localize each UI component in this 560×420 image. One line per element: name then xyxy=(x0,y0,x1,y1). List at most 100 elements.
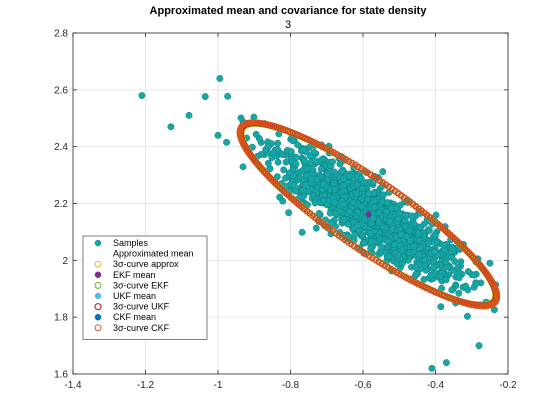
sample-point xyxy=(462,282,470,290)
x-tick-label: -0.2 xyxy=(499,380,517,391)
samples-layer xyxy=(138,75,500,372)
sample-point xyxy=(340,200,348,208)
x-tick-label: -0.8 xyxy=(282,380,300,391)
sample-point xyxy=(369,214,377,222)
sample-point xyxy=(430,248,438,256)
ellipse-ckf xyxy=(366,253,373,260)
sample-point xyxy=(455,274,463,282)
ellipse-ckf xyxy=(359,249,367,256)
sample-point xyxy=(329,158,336,166)
legend-label: EKF mean xyxy=(113,270,156,280)
sample-point xyxy=(486,259,494,267)
sample-point xyxy=(385,252,393,260)
sample-point xyxy=(338,167,345,175)
sample-point xyxy=(224,92,232,100)
sample-point xyxy=(289,137,297,145)
sample-point xyxy=(448,254,456,262)
sample-point xyxy=(378,243,385,251)
legend-marker xyxy=(94,239,102,247)
sample-point xyxy=(442,276,450,284)
legend-marker xyxy=(94,303,102,311)
ellipse-ckf xyxy=(378,260,385,268)
sample-point xyxy=(410,243,418,251)
sample-point xyxy=(274,139,282,147)
sample-point xyxy=(417,244,425,252)
legend-marker xyxy=(94,292,102,300)
sample-point xyxy=(365,190,373,198)
ellipse-ckf xyxy=(372,257,379,264)
sample-point xyxy=(371,203,379,211)
sample-point xyxy=(470,271,478,279)
sample-point xyxy=(440,246,448,253)
ellipse-ckf xyxy=(254,162,262,169)
ellipse-ckf xyxy=(370,173,377,180)
sample-point xyxy=(455,289,463,297)
ellipse-ckf xyxy=(361,167,368,174)
sample-point xyxy=(353,190,361,198)
sample-point xyxy=(389,225,397,233)
sample-point xyxy=(294,141,302,149)
sample-point xyxy=(339,181,347,189)
sample-point xyxy=(274,158,282,166)
ellipse-ckf xyxy=(381,262,388,269)
sample-point xyxy=(282,158,290,166)
sample-point xyxy=(454,264,462,272)
sample-point xyxy=(317,165,325,173)
legend-label: CKF mean xyxy=(113,312,156,322)
sample-point xyxy=(323,201,331,209)
sample-point xyxy=(416,223,424,231)
ellipse-ckf xyxy=(369,255,376,262)
means-layer xyxy=(365,211,372,218)
ellipse-ckf xyxy=(474,258,481,265)
ellipse-ckf xyxy=(477,262,484,269)
y-tick-label: 1.8 xyxy=(54,313,68,324)
sample-point xyxy=(264,142,272,150)
sample-point xyxy=(375,219,383,227)
sample-point xyxy=(285,209,293,217)
sample-point xyxy=(287,148,295,155)
sample-point xyxy=(349,198,357,206)
sample-point xyxy=(415,237,423,244)
legend-marker xyxy=(94,313,102,321)
sample-point xyxy=(340,216,348,224)
sample-point xyxy=(430,263,438,271)
sample-point xyxy=(408,212,416,220)
sample-point xyxy=(449,245,457,253)
sample-point xyxy=(313,175,321,183)
sample-point xyxy=(396,241,404,249)
sample-point xyxy=(279,151,287,159)
y-tick-label: 2 xyxy=(62,256,68,267)
sample-point xyxy=(289,172,297,180)
sample-point xyxy=(443,263,451,271)
sample-point xyxy=(359,231,367,239)
y-tick-label: 2.6 xyxy=(54,85,68,96)
sample-point xyxy=(252,130,260,138)
sample-point xyxy=(432,211,440,219)
sample-point xyxy=(415,230,423,238)
x-tick-label: -0.4 xyxy=(427,380,445,391)
sample-point xyxy=(403,233,410,241)
ellipse-ckf xyxy=(478,263,486,271)
sample-point xyxy=(223,138,230,146)
sample-point xyxy=(201,93,209,101)
sample-point xyxy=(386,217,394,225)
sample-point xyxy=(472,280,480,288)
sample-point xyxy=(392,233,399,241)
sample-point xyxy=(336,160,344,168)
sample-point xyxy=(401,216,409,224)
ellipse-ckf xyxy=(364,169,371,176)
y-tick-label: 2.8 xyxy=(54,29,68,40)
sample-point xyxy=(475,342,483,350)
ellipse-ckf xyxy=(342,155,350,163)
sample-point xyxy=(298,228,306,236)
sample-point xyxy=(388,204,396,212)
sample-point xyxy=(323,170,331,178)
ekf-mean-point xyxy=(365,211,372,217)
ellipse-ckf xyxy=(351,161,359,168)
sample-point xyxy=(360,239,368,247)
ellipse-ckf xyxy=(363,251,370,258)
legend-marker xyxy=(94,271,102,279)
sample-point xyxy=(391,241,398,249)
x-tick-label: -1 xyxy=(214,380,223,391)
